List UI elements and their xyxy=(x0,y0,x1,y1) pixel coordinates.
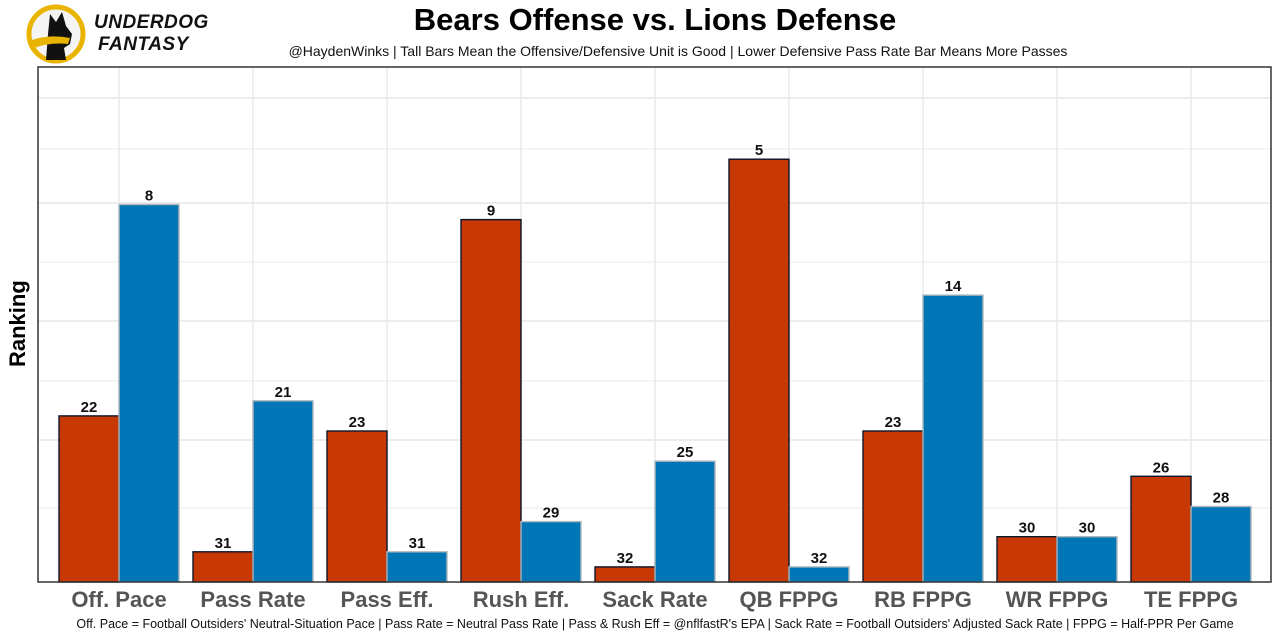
data-label-defense-4: 25 xyxy=(677,444,694,461)
x-axis-ticks: Off. Pace Pass Rate Pass Eff. Rush Eff. Sack… xyxy=(71,587,1238,612)
bar-offense-2 xyxy=(326,430,388,583)
x-tick-label: TE FPPG xyxy=(1144,587,1238,612)
bar-offense-8 xyxy=(1130,475,1192,583)
data-label-offense-1: 31 xyxy=(215,535,232,552)
data-label-offense-4: 32 xyxy=(617,550,634,567)
bar-offense-7 xyxy=(996,536,1058,583)
x-tick-label: QB FPPG xyxy=(739,587,838,612)
bar-offense-4 xyxy=(594,566,656,583)
bar-defense-0 xyxy=(118,203,180,583)
data-label-offense-8: 26 xyxy=(1153,459,1170,476)
logo-text-line2: FANTASY xyxy=(98,34,189,55)
data-label-defense-2: 31 xyxy=(409,535,426,552)
data-label-offense-5: 5 xyxy=(755,142,763,159)
underdog-fantasy-logo: UNDERDOG FANTASY xyxy=(26,4,209,64)
bar-defense-5 xyxy=(788,566,850,583)
bar-offense-3 xyxy=(460,218,522,583)
bar-defense-6 xyxy=(922,294,984,583)
x-tick-label: RB FPPG xyxy=(874,587,972,612)
data-label-defense-8: 28 xyxy=(1213,490,1230,507)
y-axis-label: Ranking xyxy=(5,280,30,367)
chart-title: Bears Offense vs. Lions Defense xyxy=(413,2,897,37)
data-label-defense-1: 21 xyxy=(275,384,292,401)
data-label-offense-2: 23 xyxy=(349,414,366,431)
chart-subtitle: @HaydenWinks | Tall Bars Mean the Offens… xyxy=(288,43,1068,59)
data-label-offense-7: 30 xyxy=(1019,520,1036,537)
data-label-offense-6: 23 xyxy=(885,414,902,431)
x-tick-label: WR FPPG xyxy=(1006,587,1109,612)
bar-defense-7 xyxy=(1056,536,1118,583)
bar-defense-1 xyxy=(252,400,314,583)
bar-offense-5 xyxy=(728,158,790,583)
x-tick-label: Pass Eff. xyxy=(341,587,434,612)
plot-panel-border xyxy=(37,66,1272,583)
x-tick-label: Rush Eff. xyxy=(473,587,570,612)
data-label-defense-3: 29 xyxy=(543,505,560,522)
bar-defense-4 xyxy=(654,460,716,583)
data-label-offense-3: 9 xyxy=(487,203,495,220)
dog-silhouette-icon xyxy=(26,4,86,64)
data-label-defense-5: 32 xyxy=(811,550,828,567)
bar-offense-6 xyxy=(862,430,924,583)
x-tick-label: Off. Pace xyxy=(71,587,166,612)
bar-defense-8 xyxy=(1190,505,1252,583)
data-label-defense-6: 14 xyxy=(945,278,962,295)
data-label-defense-7: 30 xyxy=(1079,520,1096,537)
x-tick-label: Sack Rate xyxy=(602,587,707,612)
bars xyxy=(58,158,1252,583)
bar-offense-1 xyxy=(192,551,254,583)
data-label-defense-0: 8 xyxy=(145,188,153,205)
bar-defense-2 xyxy=(386,551,448,583)
data-labels: 22 31 23 9 32 5 23 30 26 8 21 31 29 25 32 14 30 28 xyxy=(81,142,1230,567)
x-tick-label: Pass Rate xyxy=(200,587,305,612)
bar-defense-3 xyxy=(520,520,582,583)
data-label-offense-0: 22 xyxy=(81,399,98,416)
chart-caption: Off. Pace = Football Outsiders' Neutral-… xyxy=(76,617,1234,631)
logo-text-line1: UNDERDOG xyxy=(94,12,209,33)
bar-offense-0 xyxy=(58,415,120,583)
